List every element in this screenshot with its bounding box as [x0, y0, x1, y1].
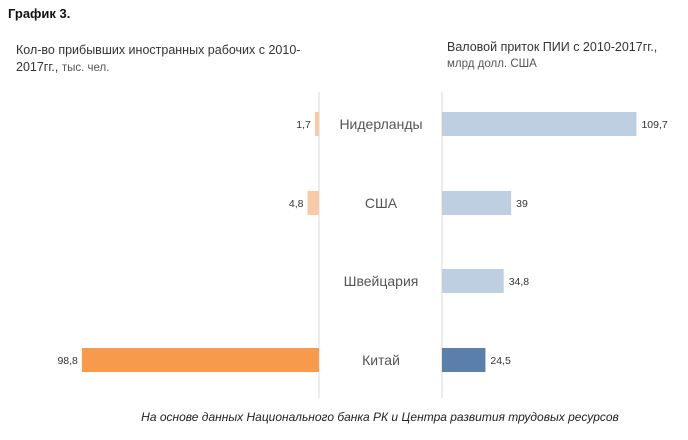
- right-value-label-1: 39: [516, 198, 528, 210]
- category-label-1: США: [365, 195, 398, 211]
- left-value-label-0: 1,7: [296, 119, 311, 131]
- right-chart-title-text: Валовой приток ПИИ с 2010-2017гг.,: [447, 40, 658, 54]
- left-bar-1: [307, 191, 319, 215]
- left-chart-title: Кол-во прибывших иностранных рабочих с 2…: [16, 42, 316, 77]
- source-note: На основе данных Национального банка РК …: [141, 410, 619, 424]
- right-value-label-0: 109,7: [641, 119, 667, 131]
- left-chart-unit: тыс. чел.: [61, 62, 110, 74]
- left-bar-3: [81, 348, 319, 372]
- category-label-0: Нидерланды: [339, 116, 422, 132]
- category-label-3: Китай: [362, 352, 400, 368]
- right-value-label-2: 34,8: [509, 276, 530, 288]
- right-bar-1: [442, 191, 512, 215]
- right-chart-title: Валовой приток ПИИ с 2010-2017гг., млрд …: [447, 39, 687, 73]
- left-value-label-3: 98,8: [57, 355, 78, 367]
- category-label-2: Швейцария: [344, 273, 419, 289]
- left-value-label-1: 4,8: [289, 198, 304, 210]
- left-chart-title-text: Кол-во прибывших иностранных рабочих с 2…: [16, 43, 301, 74]
- left-bar-0: [314, 112, 319, 136]
- right-value-label-3: 24,5: [490, 355, 511, 367]
- right-chart-unit: млрд долл. США: [447, 58, 537, 70]
- right-bar-0: [442, 112, 637, 136]
- right-bar-2: [442, 269, 504, 293]
- figure-title: График 3.: [8, 6, 71, 21]
- right-bar-3: [442, 348, 486, 372]
